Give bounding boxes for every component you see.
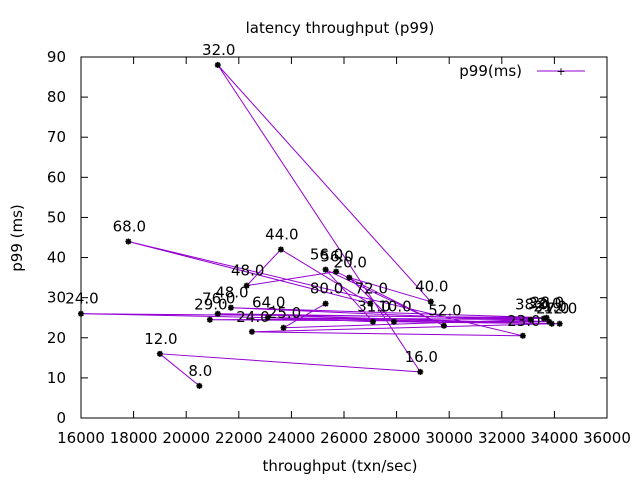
data-label: 68.0 xyxy=(113,218,146,236)
data-label: 16.0 xyxy=(405,348,438,366)
data-label: 48.0 xyxy=(215,284,248,302)
data-point xyxy=(125,238,132,245)
series-layer xyxy=(78,62,563,389)
data-label: 80.0 xyxy=(310,280,343,298)
data-point xyxy=(369,318,376,325)
data-label: 32.0 xyxy=(202,41,235,59)
data-label: 56.0 xyxy=(310,246,343,264)
x-tick-label: 20000 xyxy=(162,429,210,447)
y-tick-label: 80 xyxy=(47,88,66,106)
data-point xyxy=(248,328,255,335)
y-tick-label: 20 xyxy=(47,329,66,347)
data-label: 24.0 xyxy=(236,308,269,326)
series-line xyxy=(80,64,560,387)
data-point xyxy=(540,315,547,322)
data-label: 48.0 xyxy=(231,262,264,280)
data-point xyxy=(243,282,250,289)
data-label: 8.0 xyxy=(188,362,212,380)
data-label: 38.0 xyxy=(515,296,548,314)
axes: 16000 18000 20000 22000 24000 26000 28000 30000… xyxy=(47,48,631,447)
data-label: 44.0 xyxy=(265,226,298,244)
x-tick-label: 32000 xyxy=(478,429,526,447)
data-point xyxy=(333,268,340,275)
legend: p99(ms) + xyxy=(459,62,585,80)
data-label: 28.0 xyxy=(531,294,564,312)
point-labels: 8.0 12.0 16.0 32.0 40.0 20.0 10.0 12.0 24.0 28.0 4… xyxy=(65,41,577,380)
plot-frame xyxy=(80,56,608,419)
data-point xyxy=(214,310,221,317)
data-point xyxy=(227,304,234,311)
x-tick-label: 30000 xyxy=(425,429,473,447)
data-label: 40.0 xyxy=(415,278,448,296)
data-label: 52.0 xyxy=(428,302,461,320)
data-point xyxy=(346,274,353,281)
data-label: 12.0 xyxy=(544,300,577,318)
data-label: 31.0 xyxy=(357,298,390,316)
data-point xyxy=(214,62,221,69)
data-point xyxy=(196,382,203,389)
y-tick-label: 40 xyxy=(47,249,66,267)
chart-title: latency throughput (p99) xyxy=(246,19,435,37)
data-label: 76.0 xyxy=(202,290,235,308)
data-label: 27.0 xyxy=(536,300,569,318)
x-tick-label: 24000 xyxy=(268,429,316,447)
data-point xyxy=(527,316,534,323)
x-tick-label: 36000 xyxy=(583,429,631,447)
data-label: 10.0 xyxy=(378,298,411,316)
x-tick-label: 18000 xyxy=(110,429,158,447)
y-tick-label: 0 xyxy=(56,409,66,427)
x-axis-label: throughput (txn/sec) xyxy=(263,457,418,475)
x-tick-label: 22000 xyxy=(215,429,263,447)
y-tick-label: 50 xyxy=(47,208,66,226)
data-label: 21.0 xyxy=(533,298,566,316)
data-label: 25.0 xyxy=(268,304,301,322)
data-point xyxy=(78,310,84,317)
data-label: 20.0 xyxy=(334,254,367,272)
data-point xyxy=(206,316,213,323)
x-tick-label: 26000 xyxy=(320,429,368,447)
data-point xyxy=(546,318,553,325)
data-point xyxy=(322,266,329,273)
legend-label: p99(ms) xyxy=(459,62,522,80)
data-point xyxy=(440,322,447,329)
legend-marker: + xyxy=(556,65,565,78)
data-label: 24.0 xyxy=(65,290,98,308)
data-point xyxy=(280,324,287,331)
y-tick-label: 60 xyxy=(47,168,66,186)
y-tick-label: 10 xyxy=(47,369,66,387)
data-point xyxy=(417,368,424,375)
data-point xyxy=(156,350,163,357)
x-tick-label: 34000 xyxy=(531,429,579,447)
data-label: 64.0 xyxy=(252,294,285,312)
data-point xyxy=(264,314,271,321)
data-label: 29.0 xyxy=(194,296,227,314)
data-point xyxy=(322,300,329,307)
data-label: 32.0 xyxy=(528,295,561,313)
y-tick-label: 70 xyxy=(47,128,66,146)
x-tick-label: 16000 xyxy=(57,429,105,447)
data-point xyxy=(543,314,550,321)
data-point xyxy=(390,318,397,325)
data-label: 72.0 xyxy=(355,280,388,298)
data-point xyxy=(277,246,284,253)
y-axis-label: p99 (ms) xyxy=(8,204,26,272)
y-tick-label: 30 xyxy=(47,289,66,307)
data-point xyxy=(519,332,526,339)
data-point xyxy=(548,320,555,327)
data-label: 56.0 xyxy=(320,248,353,266)
data-point xyxy=(556,320,563,327)
y-tick-label: 90 xyxy=(47,48,66,66)
data-label: 12.0 xyxy=(144,330,177,348)
x-tick-label: 28000 xyxy=(373,429,421,447)
data-point xyxy=(427,298,434,305)
data-label: 23.0 xyxy=(507,312,540,330)
data-point xyxy=(367,300,374,307)
